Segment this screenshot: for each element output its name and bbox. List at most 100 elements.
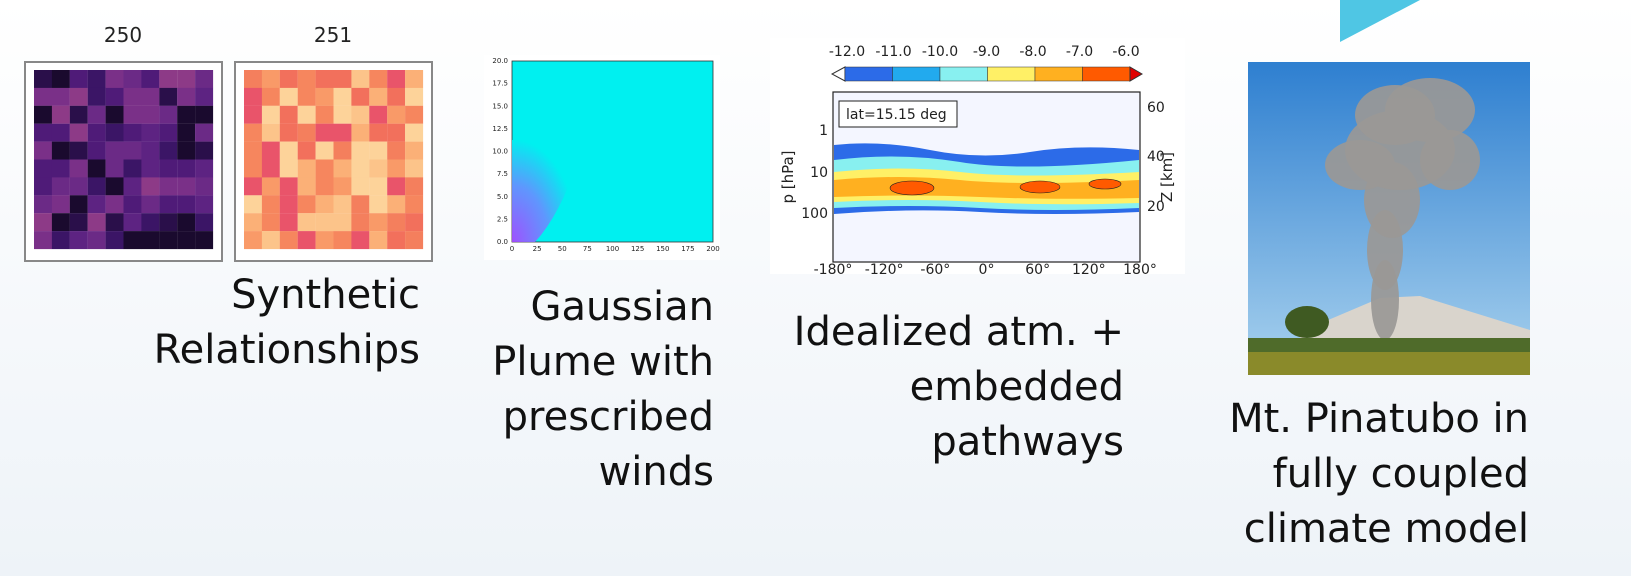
heatmap-cell [297,87,316,106]
heatmap-cell [244,141,262,160]
heatmap-cell [351,177,370,196]
heatmap-cell [105,141,124,160]
heatmap-cell [177,141,196,160]
heatmap-cell [369,159,388,178]
heatmap-cell [105,195,124,214]
heatmap-cell [279,159,298,178]
heatmap-cell [159,177,178,196]
heatmap-cell [315,195,334,214]
heatmap-cell [279,231,298,250]
colorbar-segment [1082,66,1131,82]
heatmap-cell [351,159,370,178]
heatmap-cell [333,195,352,214]
caption-line: Relationships [154,327,420,373]
heatmap-cell [87,159,106,178]
heatmap-cell [405,105,424,124]
heatmap-cell [315,159,334,178]
heatmap-cell [34,177,52,196]
photo-ground [1248,338,1530,352]
heatmap-cell [244,105,262,124]
heatmap-cell [297,159,316,178]
heatmap-cell [195,231,214,250]
heatmap-cell [315,87,334,106]
heatmap-cell [297,195,316,214]
heatmap-cell [279,123,298,142]
heatmap-cell [141,123,160,142]
heatmap-cell [34,231,52,250]
y-tick-label: 17.5 [492,80,508,88]
heatmap-cell [177,213,196,232]
heatmap-cell [51,105,70,124]
heatmap-cell [351,87,370,106]
y-tick-label: 100 [801,206,828,222]
heatmap-cell [177,105,196,124]
heatmap-cell [123,141,142,160]
heatmap-cell [195,70,214,88]
heatmap-cell [244,87,262,106]
heatmap-cell [279,105,298,124]
annotation: lat=15.15 deg [846,107,947,123]
heatmap-cell [369,141,388,160]
heatmap-cell [333,177,352,196]
colorbar-segment [939,66,988,82]
heatmap-cell [244,70,262,88]
heatmap-cell [195,123,214,142]
heatmap-cell [195,213,214,232]
heatmap-cell [123,195,142,214]
heatmap-cell [34,87,52,106]
heatmap-cell [105,105,124,124]
heatmap-cell [315,141,334,160]
x-tick-label: 60° [1025,262,1050,278]
heatmap-cell [105,123,124,142]
heatmap-cell [279,195,298,214]
heatmap-cell [87,213,106,232]
heatmap-cell [123,105,142,124]
heatmap-cell [51,231,70,250]
heatmap-cell [405,177,424,196]
heatmap-cell [141,105,160,124]
heatmap-cell [244,123,262,142]
heatmap-cell [405,70,424,88]
heatmap-cell [141,231,160,250]
heatmap-cell [177,123,196,142]
heatmap-cell [105,87,124,106]
heatmap-cell [159,195,178,214]
heatmap-cell [177,70,196,88]
heatmap-cell [69,213,88,232]
heatmap-cell [351,141,370,160]
photo-tree [1285,306,1329,338]
x-tick-label: 75 [583,245,592,253]
colorbar-label: -12.0 [829,44,865,60]
heatmap-cell [34,105,52,124]
heatmap-cell [87,195,106,214]
photo-ash [1420,130,1480,190]
x-tick-label: 125 [631,245,644,253]
x-tick-label: 180° [1123,262,1157,278]
colorbar-label: -10.0 [922,44,958,60]
y-tick-label: 12.5 [492,125,508,133]
heatmap-cell [69,159,88,178]
heatmap-cell [351,123,370,142]
heatmap-cell [297,70,316,88]
heatmap-cell [387,70,406,88]
heatmap-cell [297,123,316,142]
heatmap-cell [141,213,160,232]
heatmap-cell [261,195,280,214]
heatmap-cell [177,231,196,250]
heatmap-cell [69,231,88,250]
photo-ash [1355,85,1435,145]
x-tick-label: 120° [1072,262,1106,278]
heatmap-cell [123,123,142,142]
heatmap-cell [261,177,280,196]
heatmap-cell [123,231,142,250]
caption-line: climate model [1244,506,1529,552]
heatmap-cell [105,70,124,88]
heatmap-cell [69,70,88,88]
band-core [1088,178,1122,190]
heatmap-cell [159,123,178,142]
y-tick-label: 2.5 [497,215,508,223]
heatmap-cell [244,195,262,214]
heatmap-cell [369,213,388,232]
heatmap-cell [369,123,388,142]
heatmap-cell [105,231,124,250]
